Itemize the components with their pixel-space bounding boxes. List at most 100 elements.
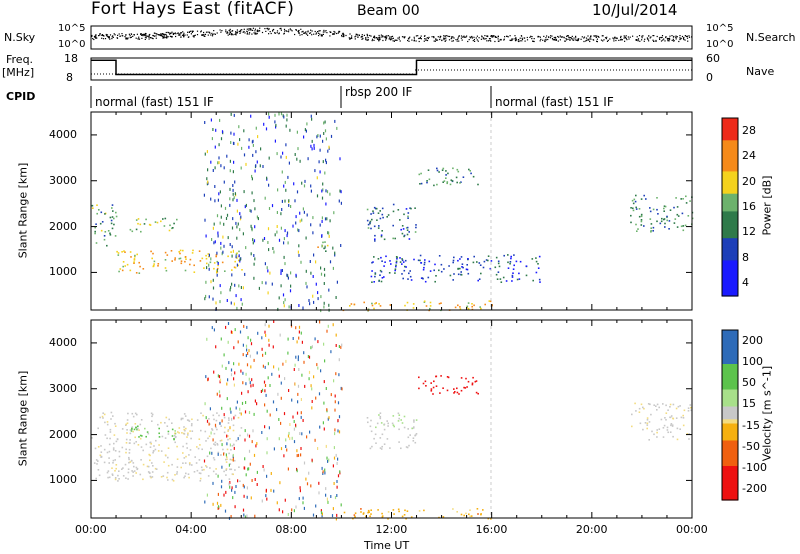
power-point <box>649 218 652 220</box>
power-noise-point <box>251 227 253 231</box>
vel-point <box>682 414 684 417</box>
nsky-point <box>183 36 185 38</box>
power-noise-point <box>309 260 311 263</box>
nsky-point <box>542 39 544 41</box>
nsky-point <box>469 36 471 38</box>
vel-point <box>185 455 187 458</box>
vel-point <box>225 458 227 461</box>
nsky-point <box>461 39 463 41</box>
vel-point <box>157 423 159 426</box>
vel-point <box>213 458 216 461</box>
nsky-point <box>146 35 148 37</box>
vel-point <box>127 468 130 470</box>
power-noise-point <box>245 162 247 166</box>
vel-noise-point <box>251 440 253 444</box>
vel-point <box>415 419 418 421</box>
power-noise-point <box>324 245 326 249</box>
nsky-point <box>424 38 426 40</box>
vel-noise-point <box>332 507 334 511</box>
nsky-point <box>496 36 498 38</box>
vel-noise-point <box>330 350 332 354</box>
vel-point <box>112 415 114 417</box>
nsky-point <box>493 35 495 37</box>
vel-point <box>475 380 478 382</box>
vel-noise-point <box>223 452 225 456</box>
power-point <box>478 278 481 280</box>
power-noise-point <box>286 113 288 117</box>
power-point <box>378 279 380 282</box>
power-point <box>156 221 159 224</box>
nsky-point <box>310 32 312 34</box>
nsky-point <box>116 37 119 39</box>
freq-bottom-tick: 8 <box>66 71 73 84</box>
vel-point <box>181 432 183 434</box>
nsky-point <box>583 37 585 39</box>
vel-point <box>125 477 127 479</box>
power-point <box>538 255 541 258</box>
power-noise-point <box>301 181 303 185</box>
power-point <box>467 307 470 310</box>
nsky-point <box>403 36 405 38</box>
power-point <box>153 263 155 265</box>
vel-noise-point <box>337 429 339 433</box>
vel-point <box>188 420 191 422</box>
vel-noise-point <box>321 466 323 470</box>
power-point <box>539 281 541 283</box>
vel-point <box>646 427 648 430</box>
vel-noise-point <box>285 445 287 448</box>
colorbar-tick-label: 16 <box>742 200 756 213</box>
nsky-point <box>177 34 180 36</box>
nsky-point <box>452 40 454 42</box>
power-point <box>420 182 423 185</box>
power-point <box>537 267 540 269</box>
vel-point <box>646 422 649 425</box>
power-point <box>104 213 106 215</box>
power-point <box>652 230 654 232</box>
vel-noise-point <box>233 383 235 387</box>
nsky-point <box>173 33 175 35</box>
vel-noise-point <box>204 402 206 406</box>
vel-point <box>360 511 362 513</box>
vel-point <box>463 386 465 389</box>
power-noise-point <box>321 216 323 220</box>
power-noise-point <box>340 201 342 205</box>
power-noise-point <box>233 302 235 306</box>
power-point <box>114 235 117 237</box>
vel-point <box>635 410 637 412</box>
power-noise-point <box>253 276 255 280</box>
vel-point <box>683 409 686 412</box>
x-tick-label: 04:00 <box>175 523 207 536</box>
power-point <box>91 204 94 207</box>
vel-noise-point <box>244 438 246 442</box>
nsky-point <box>317 32 320 34</box>
vel-noise-point <box>245 344 248 348</box>
nsky-point <box>376 37 378 39</box>
nsky-point <box>625 35 627 37</box>
vel-noise-point <box>254 478 256 481</box>
power-point <box>377 212 380 214</box>
vel-point <box>238 466 240 468</box>
nsky-point <box>240 31 242 33</box>
vel-point <box>146 465 149 468</box>
power-point <box>404 259 407 262</box>
vel-noise-point <box>341 387 343 391</box>
power-noise-point <box>310 144 312 148</box>
power-noise-point <box>284 229 286 233</box>
power-point <box>427 169 430 171</box>
nsky-point <box>545 39 547 41</box>
nsky-point <box>555 39 557 41</box>
velocity-colorbar-frame <box>721 329 739 501</box>
power-noise-point <box>233 196 235 200</box>
power-point <box>109 232 111 235</box>
nsky-point <box>409 36 411 38</box>
power-point <box>381 207 384 210</box>
power-point <box>217 264 219 267</box>
vel-noise-point <box>251 378 253 382</box>
nsky-point <box>95 34 97 36</box>
vel-point <box>205 465 207 467</box>
colorbar-segment <box>722 457 738 463</box>
nsky-point <box>141 34 143 36</box>
vel-noise-point <box>302 496 304 500</box>
nsky-point <box>572 39 574 41</box>
power-point <box>371 218 373 221</box>
